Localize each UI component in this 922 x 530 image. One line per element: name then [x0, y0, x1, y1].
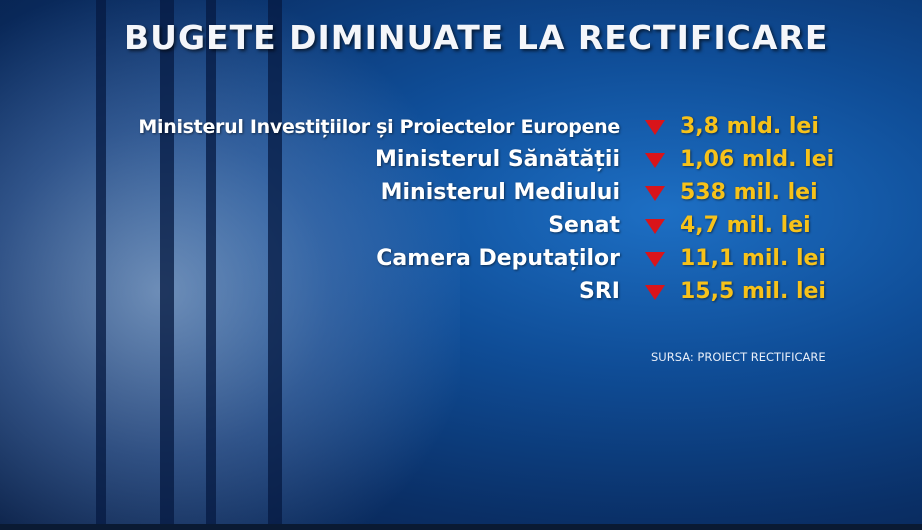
bottom-bar	[0, 524, 922, 530]
row-value: 11,1 mil. lei	[680, 246, 826, 271]
background-stripe	[96, 0, 106, 530]
decrease-arrow	[645, 120, 665, 135]
row-label: Ministerul Sănătății	[374, 147, 620, 172]
row-label: Camera Deputaților	[376, 246, 620, 271]
row-value: 15,5 mil. lei	[680, 279, 826, 304]
decrease-arrow	[645, 285, 665, 300]
background-stripe	[206, 0, 216, 530]
decrease-arrow	[645, 252, 665, 267]
source: SURSA: PROIECT RECTIFICARE	[651, 350, 826, 364]
background-banknotes	[0, 0, 460, 530]
row-value: 538 mil. lei	[680, 180, 818, 205]
row-label: SRI	[579, 279, 620, 304]
title: BUGETE DIMINUATE LA RECTIFICARE	[124, 18, 829, 57]
row-label: Senat	[548, 213, 620, 238]
row-label: Ministerul Mediului	[380, 180, 620, 205]
row-value: 1,06 mld. lei	[680, 147, 835, 172]
decrease-arrow	[645, 186, 665, 201]
background-stripe	[160, 0, 174, 530]
row-value: 3,8 mld. lei	[680, 114, 819, 139]
row-value: 4,7 mil. lei	[680, 213, 811, 238]
row-label: Ministerul Investițiilor și Proiectelor …	[138, 116, 620, 138]
decrease-arrow	[645, 153, 665, 168]
background-stripe	[268, 0, 282, 530]
decrease-arrow	[645, 219, 665, 234]
